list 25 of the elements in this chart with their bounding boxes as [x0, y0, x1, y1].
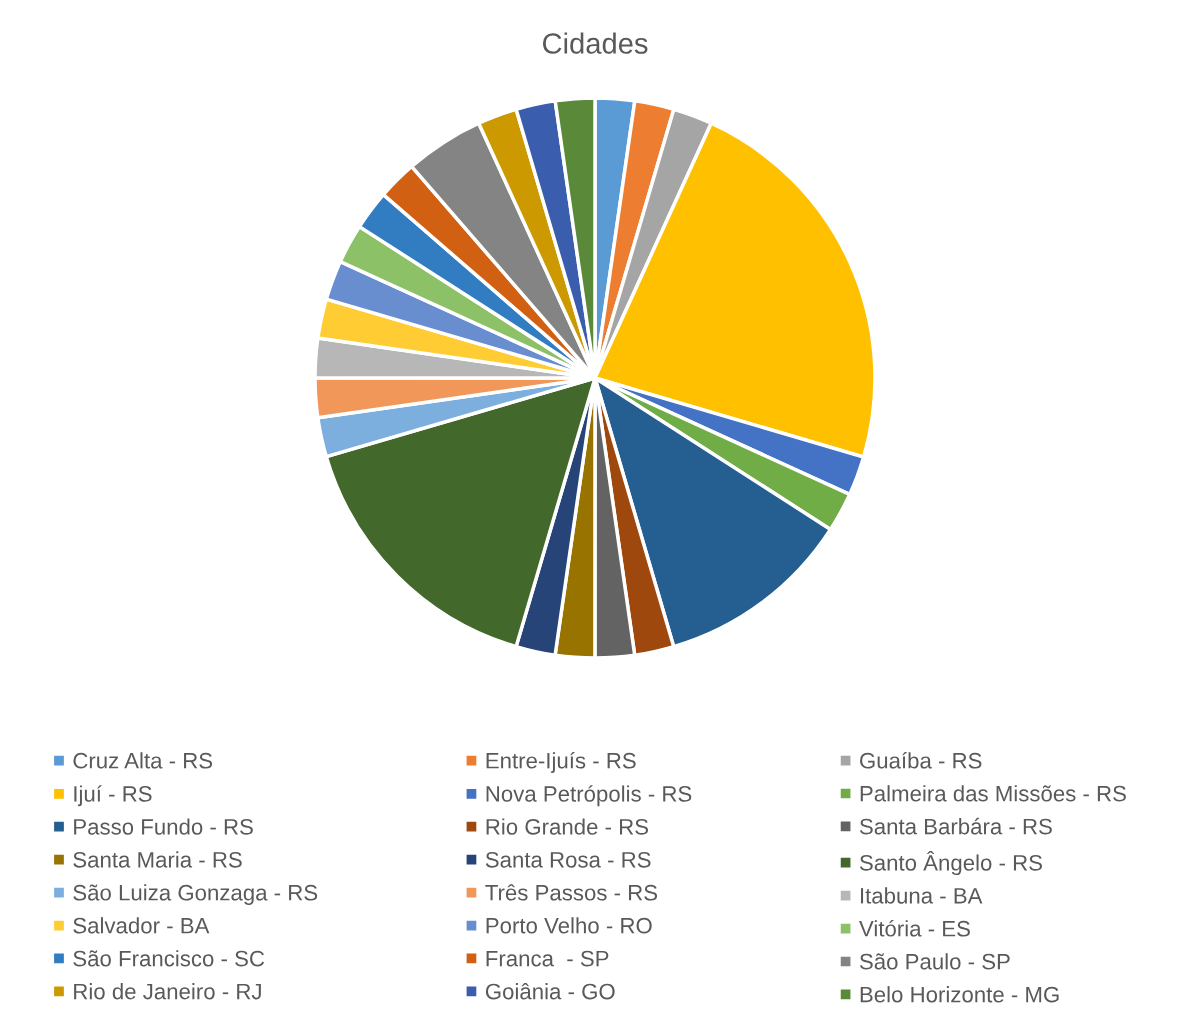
- legend-label: Nova Petrópolis - RS: [486, 785, 692, 807]
- legend-label: Santo Ângelo - RS: [859, 851, 1042, 876]
- legend-label: Entre-Ijuís - RS: [486, 751, 636, 773]
- legend-label: Franca - SP: [486, 950, 609, 967]
- legend-label: Rio Grande - RS: [486, 818, 649, 835]
- legend-label: Porto Velho - RO: [486, 917, 652, 934]
- legend-label: Santa Barbára - RS: [859, 817, 1052, 835]
- legend-label: Ijuí - RS: [74, 785, 152, 807]
- legend-label: Belo Horizonte - MG: [860, 986, 1059, 1003]
- legend-label: São Paulo - SP: [859, 953, 1010, 970]
- legend-label: Vitória - ES: [859, 919, 970, 937]
- legend-label: Itabuna - BA: [860, 887, 983, 904]
- legend-label: Salvador - BA: [73, 917, 210, 934]
- legend-label: Santa Maria - RS: [73, 851, 242, 868]
- legend-label: São Francisco - SC: [73, 950, 265, 967]
- legend-label: Três Passos - RS: [485, 884, 658, 901]
- legend-label: Rio de Janeiro - RJ: [74, 983, 261, 1000]
- legend-label: Palmeira das Missões - RS: [860, 785, 1126, 802]
- legend-label: Guaíba - RS: [860, 751, 982, 769]
- legend-label: Santa Rosa - RS: [485, 851, 651, 868]
- chart-title: Cidades: [542, 32, 648, 54]
- legend-label: Cruz Alta - RS: [73, 752, 213, 769]
- legend-label: Passo Fundo - RS: [74, 818, 253, 835]
- legend-label: São Luiza Gonzaga - RS: [73, 884, 318, 905]
- legend-label: Goiânia - GO: [485, 982, 615, 1000]
